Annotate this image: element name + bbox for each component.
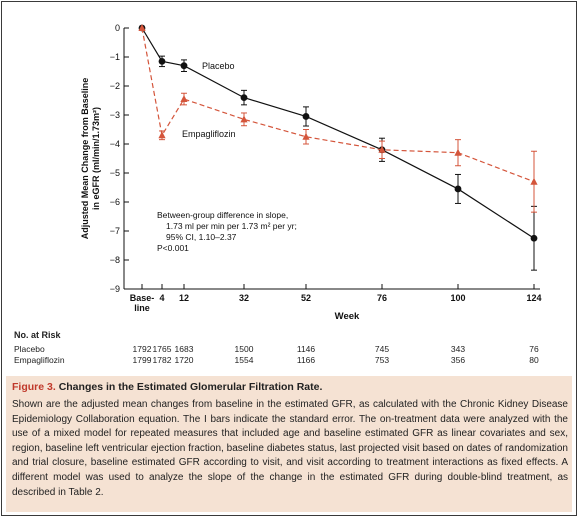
- egfr-chart: 0 −1 −2 −3 −4 −5 −6 −7 −8 −9 Base-line 4 12 32 52 76 100…: [80, 23, 542, 322]
- series-label-placebo: Placebo: [202, 61, 235, 71]
- data-point-empagliflozin: [378, 145, 386, 153]
- risk-value: 1166: [296, 355, 316, 365]
- risk-value: 343: [450, 344, 466, 354]
- risk-value: 1146: [296, 344, 316, 354]
- risk-value: 356: [450, 355, 466, 365]
- x-tick-label: 4: [159, 293, 164, 303]
- risk-value: 1720: [174, 355, 194, 365]
- data-point-placebo: [180, 62, 188, 70]
- risk-value: 745: [374, 344, 390, 354]
- annotation-line: 95% CI, 1.10–2.37: [166, 232, 237, 242]
- risk-value: 1500: [234, 344, 254, 354]
- y-tick-label: −2: [110, 81, 120, 91]
- y-tick-label: −1: [110, 52, 120, 62]
- caption-title: Figure 3. Changes in the Estimated Glome…: [12, 381, 322, 393]
- y-tick-label: −3: [110, 110, 120, 120]
- risk-row-label: Placebo: [14, 344, 45, 354]
- risk-value: 1554: [234, 355, 254, 365]
- x-tick-label: 100: [450, 293, 465, 303]
- y-tick-label: −4: [110, 139, 120, 149]
- figure-caption: Figure 3. Changes in the Estimated Glome…: [6, 376, 572, 512]
- y-axis-label-line2: in eGFR (ml/min/1.73m²): [91, 107, 101, 210]
- risk-value: 753: [374, 355, 390, 365]
- data-point-empagliflozin: [240, 115, 248, 123]
- risk-value: 76: [529, 344, 539, 354]
- data-point-placebo: [158, 57, 166, 65]
- data-point-empagliflozin: [138, 24, 146, 31]
- y-tick-label: −7: [110, 226, 120, 236]
- x-tick-label: 52: [301, 293, 311, 303]
- series-line-placebo: [141, 27, 535, 239]
- risk-row-label: Empagliflozin: [14, 355, 65, 365]
- y-tick-label: 0: [115, 23, 120, 33]
- x-tick-label: 32: [239, 293, 249, 303]
- y-tick-label: −6: [110, 197, 120, 207]
- caption-title-text: Changes in the Estimated Glomerular Filt…: [58, 381, 323, 393]
- data-point-empagliflozin: [158, 131, 166, 139]
- data-point-empagliflozin: [302, 132, 310, 140]
- x-tick-label: line: [134, 303, 150, 313]
- data-point-empagliflozin: [530, 177, 538, 185]
- x-tick-label: 12: [179, 293, 189, 303]
- data-point-empagliflozin: [180, 95, 188, 103]
- series-line-empagliflozin: [141, 27, 535, 183]
- risk-value: 1782: [152, 355, 172, 365]
- data-point-empagliflozin: [454, 148, 462, 156]
- data-point-placebo: [240, 94, 248, 101]
- y-tick-label: −9: [110, 284, 120, 294]
- risk-value: 1683: [174, 344, 194, 354]
- data-point-placebo: [302, 113, 310, 120]
- x-tick-label: 124: [526, 293, 541, 303]
- x-axis-label: Week: [335, 311, 360, 322]
- y-tick-label: −8: [110, 255, 120, 265]
- annotation-line: 1.73 ml per min per 1.73 m² per yr;: [166, 221, 297, 231]
- risk-value: 1799: [132, 355, 152, 365]
- annotation-line: P<0.001: [157, 243, 189, 253]
- figure-label: Figure 3.: [12, 381, 56, 393]
- risk-value: 1765: [152, 344, 172, 354]
- annotation-line: Between-group difference in slope,: [157, 210, 288, 220]
- x-tick-label: Base-: [130, 293, 155, 303]
- y-axis-label-line1: Adjusted Mean Change from Baseline: [80, 78, 90, 240]
- risk-value: 80: [529, 355, 539, 365]
- y-tick-label: −5: [110, 168, 120, 178]
- risk-table-header: No. at Risk: [14, 330, 61, 340]
- x-tick-label: 76: [377, 293, 387, 303]
- risk-table: No. at Risk Placebo 1792 1765 1683 1500 1146 7…: [14, 330, 574, 370]
- series-label-empagliflozin: Empagliflozin: [182, 129, 236, 139]
- risk-value: 1792: [132, 344, 152, 354]
- data-point-placebo: [454, 185, 462, 193]
- data-point-placebo: [530, 234, 538, 242]
- caption-body: Shown are the adjusted mean changes from…: [12, 399, 568, 498]
